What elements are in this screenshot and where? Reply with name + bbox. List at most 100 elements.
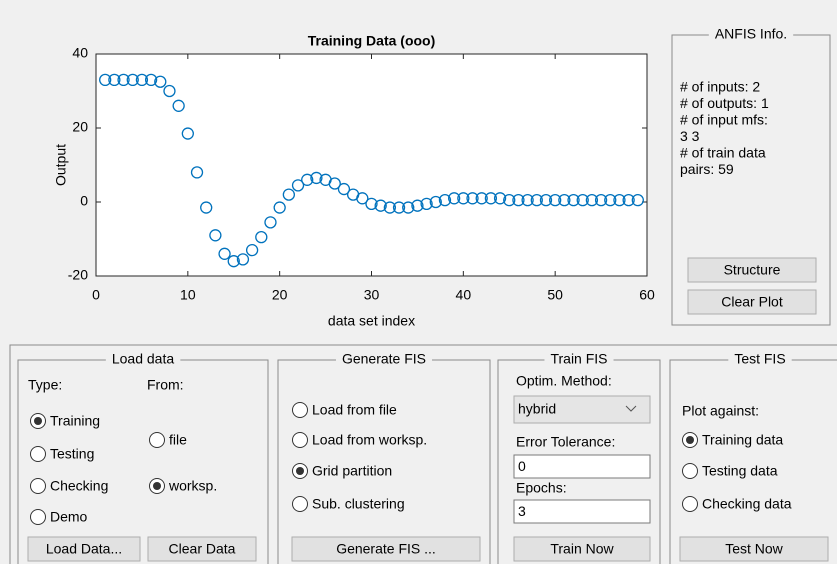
x-tick-label: 30 [364, 287, 380, 303]
data-point [190, 166, 204, 179]
label: Type: [28, 377, 62, 393]
data-point [301, 173, 314, 186]
button-label: Load Data... [46, 541, 122, 557]
radio-label: Checking [50, 478, 108, 494]
x-tick-label: 60 [639, 287, 655, 303]
plot-area [96, 54, 647, 276]
radio-button[interactable] [292, 402, 308, 418]
data-point [374, 199, 387, 212]
data-point [337, 182, 351, 196]
data-point [585, 193, 599, 207]
button-label: Generate FIS ... [336, 541, 436, 557]
radio-button[interactable] [292, 432, 308, 448]
panel-title: Load data [112, 351, 174, 367]
info-line: # of input mfs: [680, 112, 768, 128]
radio-label: Grid partition [312, 463, 392, 479]
data-point [466, 192, 479, 205]
info-line: 3 3 [680, 128, 700, 144]
data-point [200, 201, 213, 214]
data-point [356, 192, 369, 205]
data-point [594, 193, 608, 207]
button-label: Clear Data [169, 541, 236, 557]
radio-label: Demo [50, 509, 88, 525]
button-label: Structure [724, 262, 781, 278]
radio-label: worksp. [168, 478, 217, 494]
text-field[interactable] [513, 454, 651, 479]
data-point [493, 192, 507, 205]
button [687, 257, 817, 283]
radio-label: Testing data [702, 463, 778, 479]
data-point [567, 193, 580, 207]
radio-label: Training data [702, 432, 783, 448]
data-point [512, 193, 525, 207]
radio-button[interactable] [682, 496, 698, 512]
panel-title-bg [544, 352, 614, 368]
data-point [245, 243, 259, 257]
text-field-text: 3 [518, 503, 526, 519]
data-point [310, 171, 323, 185]
radio-dot [34, 417, 42, 425]
button[interactable] [687, 289, 817, 315]
panel-title: Generate FIS [342, 351, 426, 367]
data-point [218, 247, 231, 260]
button[interactable] [291, 536, 481, 562]
data-point [163, 84, 176, 98]
data-point [438, 193, 452, 207]
radio-button[interactable] [149, 432, 165, 448]
data-point [383, 201, 397, 214]
data-point [227, 255, 240, 268]
x-tick-label: 10 [180, 287, 196, 303]
data-point [181, 127, 194, 140]
info-line: # of outputs: 1 [680, 95, 769, 111]
data-point [392, 201, 406, 214]
data-point [264, 216, 277, 229]
radio-button[interactable] [682, 463, 698, 479]
data-point [539, 193, 553, 207]
data-point [255, 230, 268, 244]
data-point [484, 192, 498, 205]
data-point [135, 73, 149, 87]
label: Plot against: [682, 403, 759, 419]
button[interactable] [513, 536, 651, 562]
data-point [209, 229, 222, 242]
data-point [402, 201, 415, 214]
radio-label: Load from file [312, 402, 397, 418]
button-label: Train Now [550, 541, 614, 557]
data-point [457, 192, 470, 205]
y-tick-label: 20 [72, 119, 88, 135]
label: Error Tolerance: [516, 434, 615, 450]
radio-label: Sub. clustering [312, 496, 405, 512]
radio-button[interactable] [30, 478, 46, 494]
radio-button[interactable] [30, 509, 46, 525]
button[interactable] [147, 536, 257, 562]
x-tick-label: 0 [92, 287, 100, 303]
button[interactable] [27, 536, 141, 562]
data-point [282, 188, 296, 201]
data-point [604, 193, 617, 207]
y-tick-label: 40 [72, 45, 88, 61]
dropdown-text: hybrid [518, 401, 556, 417]
radio-button[interactable] [292, 496, 308, 512]
panel-title-bg [728, 352, 792, 368]
dropdown[interactable] [513, 395, 651, 424]
panel-title-bg [105, 352, 181, 368]
text-field[interactable] [513, 499, 651, 524]
data-point [144, 73, 158, 87]
data-point [328, 177, 341, 190]
radio-label: Testing [50, 446, 94, 462]
text-field-text: 0 [518, 458, 526, 474]
radio-button[interactable] [30, 446, 46, 462]
data-point [530, 193, 543, 207]
data-point [576, 193, 589, 207]
data-point [622, 193, 635, 207]
panel-title: Train FIS [550, 351, 607, 367]
data-point [117, 73, 130, 87]
data-point [521, 193, 534, 207]
data-point [549, 193, 562, 207]
data-point [99, 73, 112, 87]
panel-title: Test FIS [734, 351, 785, 367]
label: Epochs: [516, 480, 567, 496]
panel-title-bg [335, 352, 433, 368]
data-point [475, 192, 488, 205]
